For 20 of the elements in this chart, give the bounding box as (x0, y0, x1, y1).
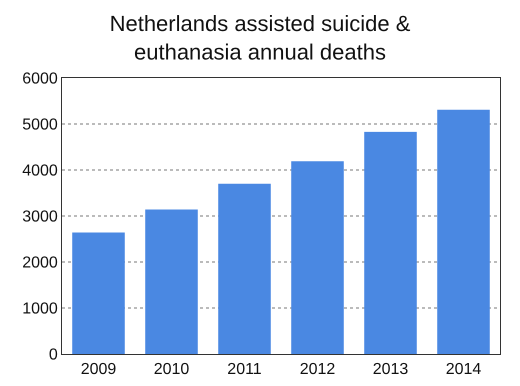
y-tick-label: 5000 (22, 116, 58, 134)
x-tick-label: 2012 (300, 361, 336, 378)
chart-title: Netherlands assisted suicide & euthanasia annual deaths (110, 10, 411, 64)
bar (218, 184, 271, 354)
x-tick-label: 2014 (446, 361, 482, 378)
y-tick-label: 1000 (22, 300, 58, 318)
x-tick-label: 2010 (154, 361, 190, 378)
x-tick-label: 2009 (80, 361, 116, 378)
y-tick-label: 4000 (22, 162, 58, 180)
y-tick-label: 2000 (22, 254, 58, 272)
bar (72, 232, 125, 354)
y-tick-label: 6000 (22, 70, 58, 88)
y-tick-label: 0 (48, 346, 58, 364)
x-tick-label: 2011 (227, 361, 262, 378)
bar (291, 161, 344, 354)
bar (437, 110, 490, 354)
x-tick-label: 2013 (372, 361, 408, 378)
y-tick-label: 3000 (22, 208, 58, 226)
bar (145, 210, 198, 354)
bar (364, 132, 417, 354)
